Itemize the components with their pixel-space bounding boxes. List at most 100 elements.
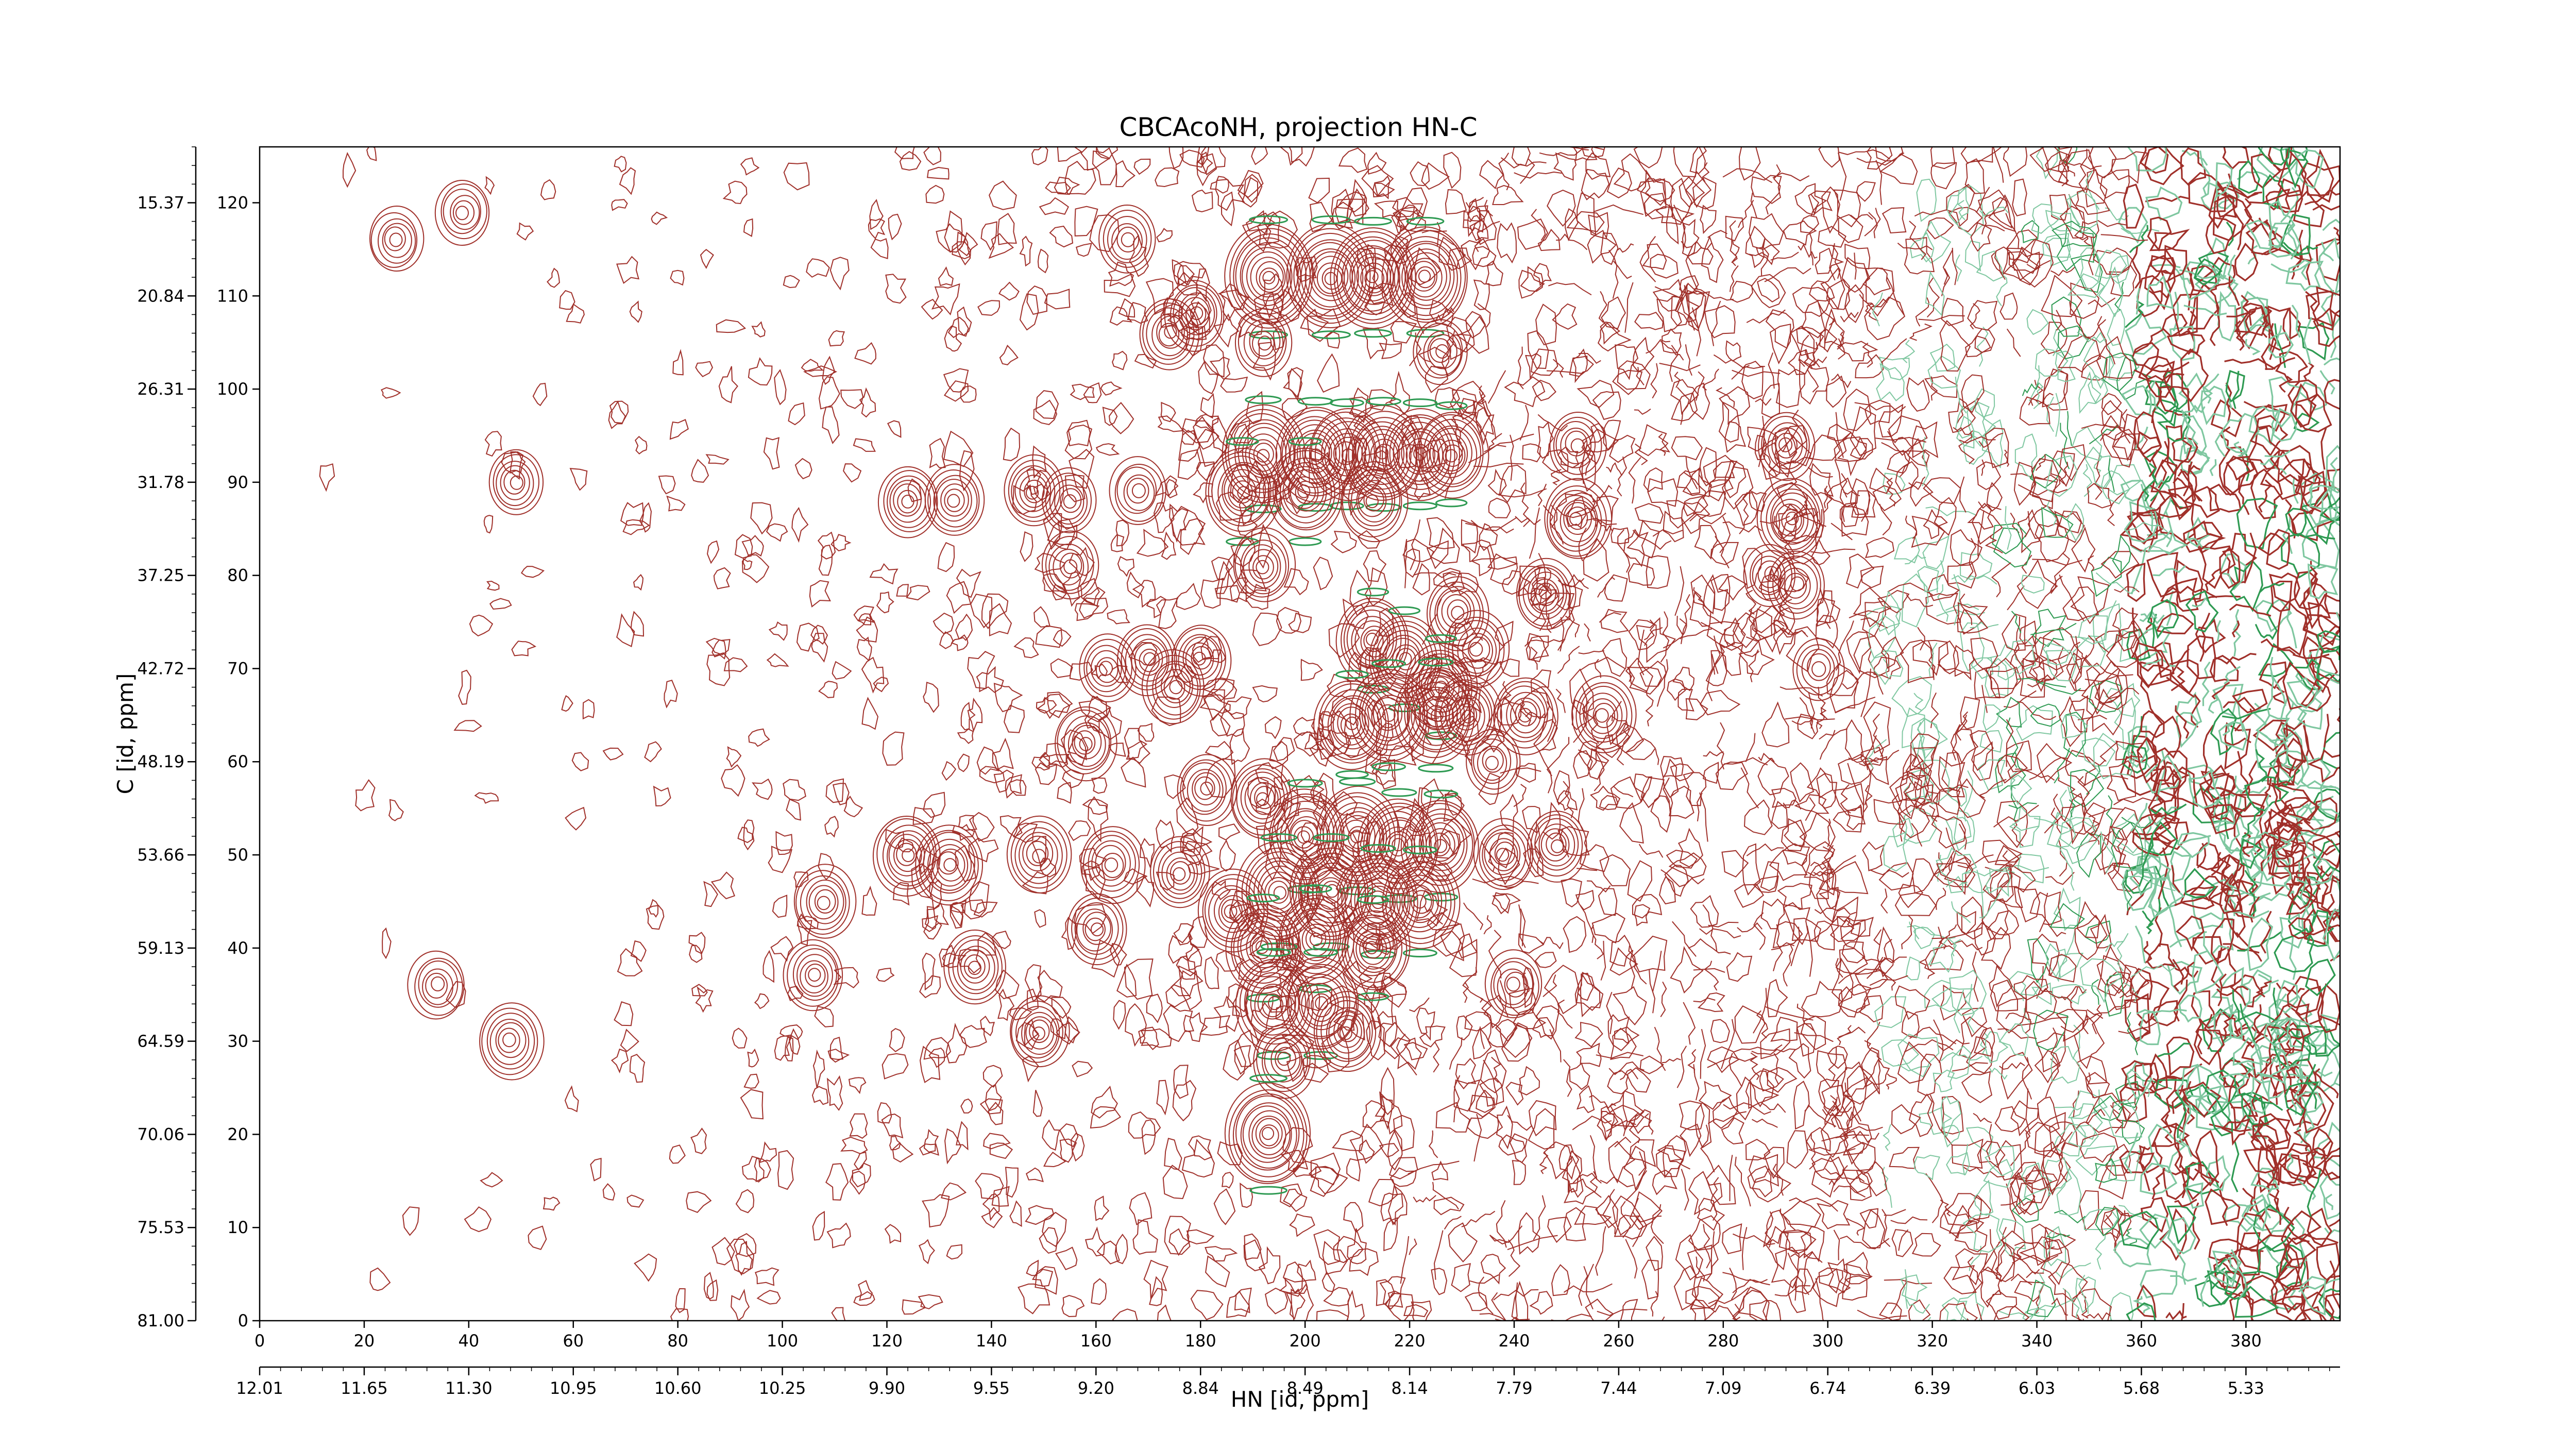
noise-contour: [1112, 1308, 1138, 1321]
noise-contour: [876, 967, 895, 982]
noise-contour: [1943, 1193, 1982, 1226]
noise-contour: [1031, 147, 1048, 165]
noise-contour: [1566, 1155, 1584, 1198]
peak-mark: [1571, 675, 1637, 753]
noise-contour: [1961, 1071, 1993, 1103]
noise-contour: [1484, 199, 1493, 217]
noise-contour: [2296, 229, 2303, 268]
noise-contour: [2100, 1207, 2124, 1239]
noise-contour: [2297, 853, 2335, 886]
noise-contour: [2057, 325, 2089, 360]
peak-mark: [1150, 836, 1210, 908]
noise-contour: [1941, 297, 1964, 326]
noise-contour: [882, 731, 905, 766]
noise-contour: [1866, 956, 1884, 979]
noise-contour: [1149, 1276, 1163, 1306]
noise-contour: [1572, 147, 1598, 161]
noise-contour: [1539, 584, 1551, 631]
noise-contour: [991, 1186, 1010, 1207]
y-ppm-tick-label: 20.84: [137, 286, 184, 306]
noise-contour: [2284, 829, 2320, 844]
noise-contour: [2067, 1090, 2108, 1119]
noise-contour: [1636, 366, 1645, 385]
noise-contour: [2070, 1103, 2103, 1140]
noise-contour: [2082, 802, 2106, 836]
noise-contour: [1752, 1118, 1778, 1128]
noise-contour: [2164, 248, 2176, 275]
noise-contour: [1842, 671, 1878, 689]
noise-contour: [1074, 603, 1100, 621]
noise-contour: [1683, 772, 1707, 806]
noise-contour: [2162, 367, 2176, 402]
noise-contour: [1982, 704, 2001, 731]
noise-contour: [1948, 1205, 1985, 1234]
x-ppm-tick-label: 10.60: [654, 1378, 702, 1398]
noise-contour: [2300, 678, 2331, 712]
noise-contour: [2113, 797, 2163, 805]
noise-contour: [2291, 305, 2301, 338]
noise-contour: [1200, 635, 1222, 661]
noise-contour: [2088, 555, 2095, 571]
y-tick-label: 100: [217, 379, 248, 399]
noise-contour: [923, 791, 946, 818]
peak-mark: [434, 180, 490, 246]
noise-contour: [2285, 148, 2309, 189]
noise-contour: [1854, 252, 1857, 280]
noise-contour: [1166, 479, 1179, 497]
noise-contour: [1632, 935, 1668, 973]
noise-contour: [849, 1170, 866, 1195]
noise-contour: [1816, 597, 1836, 624]
noise-contour: [969, 812, 995, 842]
noise-contour: [2256, 980, 2272, 998]
noise-contour: [2022, 383, 2039, 396]
noise-contour: [1607, 1070, 1629, 1094]
noise-contour: [2288, 917, 2314, 939]
noise-contour: [1026, 1259, 1039, 1276]
noise-contour: [1940, 1199, 1951, 1217]
noise-contour: [1556, 790, 1578, 811]
noise-contour: [833, 967, 859, 989]
noise-contour: [1336, 191, 1366, 213]
noise-contour: [2257, 1113, 2292, 1151]
noise-contour: [1607, 1014, 1630, 1051]
noise-contour: [1833, 1229, 1840, 1260]
noise-contour: [944, 325, 962, 352]
noise-contour: [1860, 747, 1884, 766]
noise-contour: [1522, 966, 1535, 1008]
noise-contour: [1518, 933, 1545, 954]
noise-contour: [1566, 211, 1605, 232]
noise-contour: [1964, 868, 2015, 877]
noise-contour: [1551, 1313, 1592, 1321]
noise-contour: [1864, 399, 1891, 425]
noise-contour: [2033, 1009, 2069, 1051]
noise-contour: [1902, 753, 1922, 781]
noise-contour: [923, 681, 939, 713]
noise-contour: [1403, 1042, 1428, 1060]
noise-contour: [1950, 529, 1983, 566]
noise-contour: [1213, 1188, 1236, 1225]
noise-contour: [2112, 429, 2136, 468]
noise-contour: [1799, 812, 1836, 852]
noise-contour: [1685, 456, 1698, 490]
noise-contour: [2322, 908, 2340, 962]
noise-contour: [1226, 1290, 1250, 1318]
noise-contour: [1960, 622, 1985, 671]
noise-contour: [2045, 210, 2072, 232]
noise-contour: [999, 815, 1023, 837]
noise-contour: [1676, 1046, 1687, 1088]
noise-contour: [2258, 147, 2291, 166]
peak-mark: [1010, 995, 1070, 1068]
noise-contour: [1898, 884, 1924, 908]
noise-contour: [1663, 777, 1671, 812]
noise-contour: [2306, 1064, 2317, 1109]
noise-contour: [1660, 981, 1667, 1017]
noise-contour: [1012, 822, 1038, 843]
noise-contour: [944, 1128, 961, 1165]
noise-contour: [620, 1029, 639, 1052]
noise-contour: [1932, 787, 1961, 815]
noise-contour: [1617, 360, 1651, 390]
peak-mark: [1164, 280, 1225, 352]
noise-contour: [2224, 358, 2276, 370]
noise-contour: [2252, 1204, 2295, 1252]
noise-contour: [2193, 1029, 2225, 1066]
